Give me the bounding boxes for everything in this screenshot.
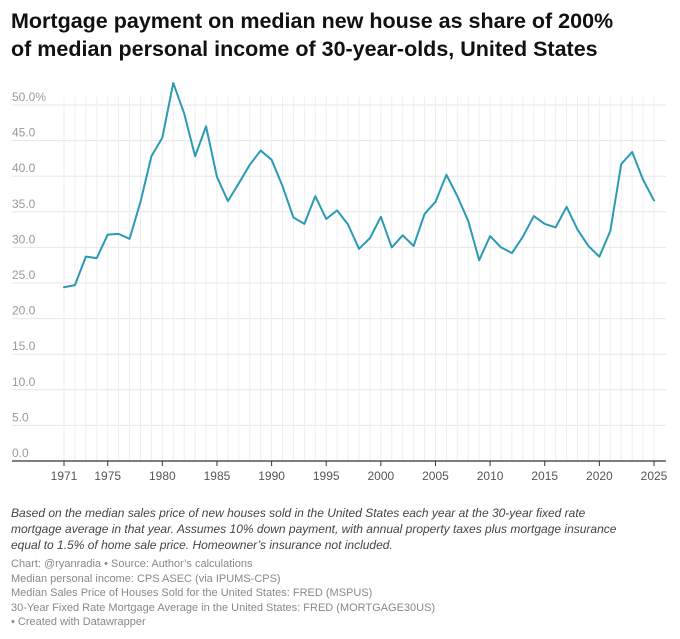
data-point <box>390 246 393 249</box>
x-tick-label: 1995 <box>313 469 340 483</box>
x-tick-label: 1985 <box>204 469 231 483</box>
data-point <box>346 223 349 226</box>
data-point <box>641 178 644 181</box>
data-point <box>609 229 612 232</box>
data-point <box>139 200 142 203</box>
data-point <box>434 200 437 203</box>
data-point <box>510 251 513 254</box>
note-line: equal to 1.5% of home sale price. Homeow… <box>11 538 393 552</box>
x-tick-label: 2010 <box>477 469 504 483</box>
data-point <box>652 199 655 202</box>
x-tick-label: 1990 <box>258 469 285 483</box>
data-point <box>412 244 415 247</box>
data-point <box>565 205 568 208</box>
data-point <box>336 209 339 212</box>
data-point <box>237 182 240 185</box>
data-point <box>215 175 218 178</box>
data-point <box>325 217 328 220</box>
data-point <box>620 162 623 165</box>
y-tick-label: 40.0 <box>12 161 36 175</box>
gridlines <box>12 97 666 462</box>
y-tick-label: 25.0 <box>12 268 36 282</box>
x-tick-label: 2015 <box>531 469 558 483</box>
data-point <box>456 195 459 198</box>
data-point <box>423 212 426 215</box>
data-point <box>521 235 524 238</box>
y-tick-label: 30.0 <box>12 232 36 246</box>
y-tick-label: 10.0 <box>12 375 36 389</box>
chart-title: Mortgage payment on median new house as … <box>11 7 671 63</box>
data-point <box>84 255 87 258</box>
data-point <box>204 125 207 128</box>
data-point <box>543 222 546 225</box>
chart-title-line: Mortgage payment on median new house as … <box>11 9 614 33</box>
data-point <box>478 259 481 262</box>
data-point <box>303 222 306 225</box>
data-point <box>161 136 164 139</box>
y-tick-label: 45.0 <box>12 126 36 140</box>
chart-title-line: of median personal income of 30-year-old… <box>11 37 598 61</box>
x-tick-label: 1971 <box>51 469 78 483</box>
data-point <box>368 237 371 240</box>
x-axis-ticks: 1971 1975 1980 1985 1990 1995 2000 2005 2010 2015… <box>51 461 668 483</box>
note-line: mortgage average in that year. Assumes 1… <box>11 522 617 536</box>
credit-line: Median Sales Price of Houses Sold for th… <box>11 587 373 599</box>
data-point <box>357 247 360 250</box>
credit-line: Median personal income: CPS ASEC (via IP… <box>11 572 281 585</box>
data-point <box>172 81 175 84</box>
data-point <box>95 256 98 259</box>
data-point <box>117 232 120 235</box>
data-point <box>226 200 229 203</box>
data-point <box>106 233 109 236</box>
data-point <box>499 246 502 249</box>
chart-credits: Chart: @ryanradia • Source: Author’s cal… <box>11 557 671 630</box>
series-group <box>62 81 655 289</box>
y-tick-label: 20.0 <box>12 304 36 318</box>
x-tick-label: 2025 <box>641 469 668 483</box>
data-point <box>401 234 404 237</box>
y-tick-label: 15.0 <box>12 339 36 353</box>
y-tick-label: 35.0 <box>12 197 36 211</box>
data-point <box>248 163 251 166</box>
chart-notes: Based on the median sales price of new h… <box>11 505 671 553</box>
data-point <box>194 155 197 158</box>
data-point <box>270 158 273 161</box>
datawrapper-credit: • Created with Datawrapper <box>11 616 146 628</box>
x-tick-label: 1980 <box>149 469 176 483</box>
data-point <box>631 150 634 153</box>
series-line <box>63 81 655 289</box>
data-point <box>259 149 262 152</box>
data-point <box>587 244 590 247</box>
data-point <box>128 237 131 240</box>
data-point <box>554 226 557 229</box>
data-point <box>62 286 65 289</box>
x-tick-label: 2000 <box>368 469 395 483</box>
data-point <box>379 215 382 218</box>
data-point <box>576 228 579 231</box>
credit-line: 30-Year Fixed Rate Mortgage Average in t… <box>11 601 436 614</box>
data-point <box>467 219 470 222</box>
data-point <box>445 173 448 176</box>
line-chart: 0.0 5.0 10.0 15.0 20.0 25.0 30.0 35.0 40.0 45.0 50… <box>12 81 668 483</box>
data-point <box>532 214 535 217</box>
data-point <box>292 216 295 219</box>
y-tick-label: 0.0 <box>12 446 29 460</box>
data-point <box>598 255 601 258</box>
y-tick-label: 5.0 <box>12 410 29 424</box>
data-point <box>73 284 76 287</box>
data-point <box>314 195 317 198</box>
x-tick-label: 2005 <box>422 469 449 483</box>
y-axis-tick-labels: 0.0 5.0 10.0 15.0 20.0 25.0 30.0 35.0 40.0 45.0 50… <box>12 90 46 460</box>
data-point <box>183 112 186 115</box>
note-line: Based on the median sales price of new h… <box>11 506 586 520</box>
x-tick-label: 2020 <box>586 469 613 483</box>
data-point <box>489 234 492 237</box>
y-tick-label: 50.0% <box>12 90 46 104</box>
data-point <box>281 185 284 188</box>
x-tick-label: 1975 <box>94 469 121 483</box>
credit-source-line: Chart: @ryanradia • Source: Author’s cal… <box>11 558 253 570</box>
data-point <box>150 155 153 158</box>
